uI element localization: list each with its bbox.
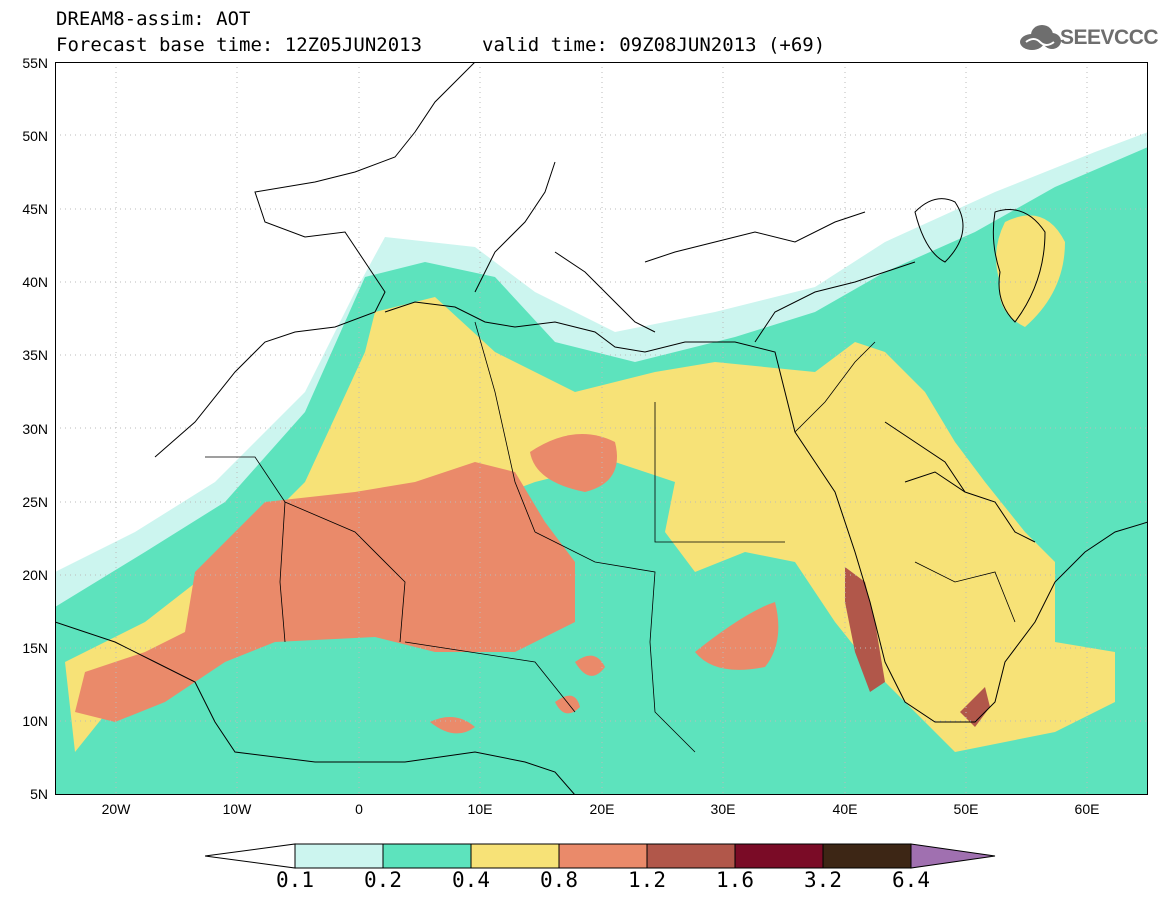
coastlines	[55, 62, 1148, 795]
colorbar-label-3-2: 3.2	[804, 868, 842, 892]
map-title: DREAM8-assim: AOT	[56, 8, 251, 30]
lon-label-0: 0	[355, 801, 363, 817]
aot-band-0-8-west	[75, 462, 575, 722]
colorbar-label-1-6: 1.6	[716, 868, 754, 892]
lon-label-50e: 50E	[953, 801, 979, 817]
colorbar-bin-3-2	[822, 843, 912, 869]
lon-label-20e: 20E	[589, 801, 615, 817]
country-borders	[205, 321, 1016, 753]
colorbar-bin-1-2	[646, 843, 736, 869]
colorbar-label-0-8: 0.8	[540, 868, 578, 892]
lon-label-30e: 30E	[710, 801, 736, 817]
colorbar-bin-1-6	[734, 843, 824, 869]
valid-time: valid time: 09Z08JUN2013 (+69)	[482, 34, 826, 56]
colorbar-bin-0-1	[294, 843, 384, 869]
colorbar-bin-0-2	[382, 843, 472, 869]
lat-label-10n: 10N	[22, 713, 48, 729]
colorbar-below-min	[205, 843, 296, 869]
aot-band-0-8-sudan	[695, 602, 779, 670]
logo-text: SEEVCCC	[1060, 26, 1159, 49]
cloud-logo-icon	[1020, 25, 1061, 50]
aot-band-1-2-redsea	[845, 567, 885, 692]
aot-band-0-8-blob1	[575, 655, 605, 676]
lat-label-45n: 45N	[22, 201, 48, 217]
lat-label-55n: 55N	[22, 55, 48, 71]
aot-colorbar	[205, 843, 996, 869]
aot-band-0-8-blob2	[555, 695, 580, 714]
lon-label-40e: 40E	[832, 801, 858, 817]
colorbar-above-max	[910, 843, 996, 869]
lat-label-35n: 35N	[22, 347, 48, 363]
lat-label-50n: 50N	[22, 128, 48, 144]
aot-map	[55, 62, 1148, 795]
colorbar-bin-0-4	[470, 843, 560, 869]
forecast-base-time: Forecast base time: 12Z05JUN2013	[56, 34, 423, 56]
lon-label-60e: 60E	[1074, 801, 1100, 817]
lat-label-15n: 15N	[22, 640, 48, 656]
lat-label-30n: 30N	[22, 421, 48, 437]
aot-band-1-2-somalia	[960, 687, 990, 727]
lon-label-10w: 10W	[222, 801, 252, 817]
colorbar-label-0-1: 0.1	[276, 868, 314, 892]
lon-label-20w: 20W	[101, 801, 131, 817]
lat-label-20n: 20N	[22, 567, 48, 583]
aot-band-0-4-caspian	[996, 215, 1065, 327]
colorbar-label-1-2: 1.2	[628, 868, 666, 892]
colorbar-bin-0-8	[558, 843, 648, 869]
aot-band-0-8-blob3	[430, 717, 475, 734]
lat-label-25n: 25N	[22, 494, 48, 510]
colorbar-label-0-4: 0.4	[452, 868, 490, 892]
lat-label-5n: 5N	[30, 786, 48, 802]
lon-label-10e: 10E	[467, 801, 493, 817]
aot-band-0-8-libya	[530, 434, 617, 492]
colorbar-label-0-2: 0.2	[364, 868, 402, 892]
lat-label-40n: 40N	[22, 274, 48, 290]
colorbar-label-6-4: 6.4	[892, 868, 930, 892]
